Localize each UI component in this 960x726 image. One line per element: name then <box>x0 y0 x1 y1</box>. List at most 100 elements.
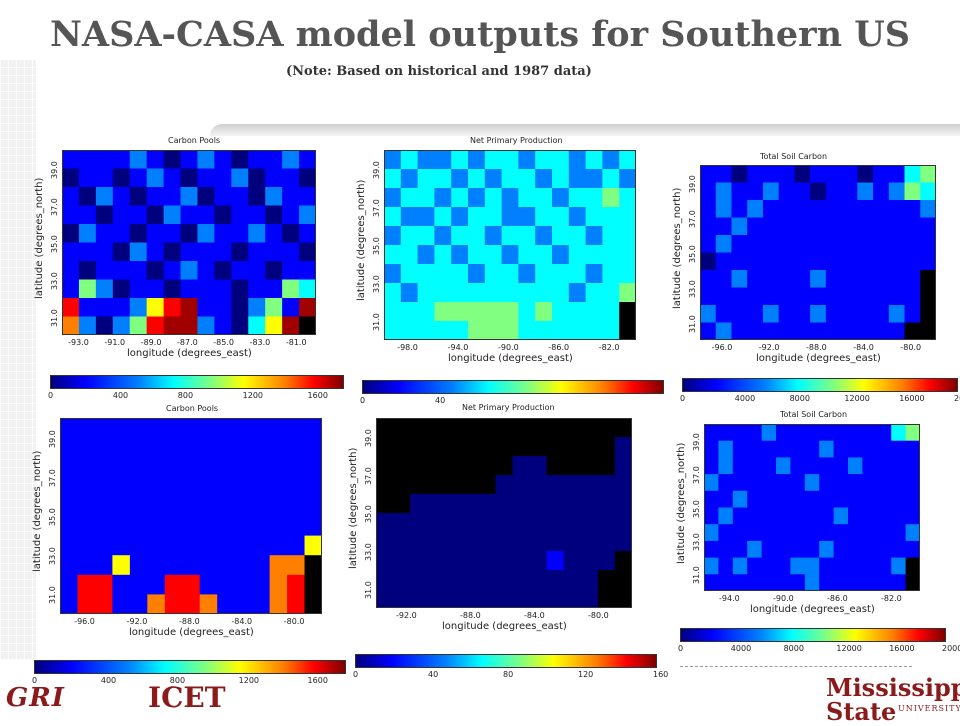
heatmap-cell <box>790 574 806 591</box>
heatmap-cell <box>891 457 907 475</box>
heatmap-cell <box>778 165 795 183</box>
heatmap-cell <box>299 298 316 317</box>
heatmap-cell <box>164 594 183 614</box>
heatmap-cell <box>147 476 166 497</box>
y-tick-label: 33.0 <box>50 271 59 290</box>
heatmap-cell <box>546 589 565 608</box>
heatmap-cell <box>580 475 599 495</box>
heatmap-cell <box>95 168 114 188</box>
heatmap-cell <box>761 507 777 525</box>
heatmap-cell <box>282 205 300 225</box>
heatmap-cell <box>376 551 394 571</box>
heatmap-cell <box>876 424 892 442</box>
heatmap-cell <box>762 305 780 323</box>
heatmap-cell <box>217 535 236 556</box>
heatmap-cell <box>393 437 411 457</box>
heatmap-plot <box>60 418 322 614</box>
heatmap-cell <box>182 457 201 478</box>
heatmap-cell <box>78 261 97 280</box>
y-tick-label: 33.0 <box>688 279 697 298</box>
heatmap-cell <box>857 305 874 323</box>
heatmap-cell <box>252 457 271 478</box>
x-tick-label: -82.0 <box>881 594 902 603</box>
heatmap-cell <box>905 540 920 559</box>
heatmap-cell <box>77 418 96 439</box>
heatmap-cell <box>873 270 890 288</box>
heatmap-cell <box>804 490 820 508</box>
heatmap-cell <box>461 475 479 495</box>
heatmap-cell <box>62 205 80 225</box>
heatmap-cell <box>790 474 806 492</box>
heatmap-cell <box>747 474 763 492</box>
heatmap-cell <box>146 168 165 188</box>
colorbar-tick-label: 800 <box>177 391 194 400</box>
heatmap-cell <box>410 475 428 495</box>
heatmap-cell <box>841 200 858 218</box>
heatmap-cell <box>804 574 820 591</box>
heatmap-cell <box>146 279 165 299</box>
heatmap-cell <box>468 321 486 340</box>
heatmap-cell <box>512 475 531 495</box>
x-axis-label: longitude (degrees_east) <box>129 627 254 638</box>
heatmap-cell <box>790 524 806 542</box>
heatmap-cell <box>501 150 519 170</box>
heatmap-cell <box>833 424 849 442</box>
heatmap-cell <box>234 555 253 576</box>
chart-title: Carbon Pools <box>166 404 219 413</box>
heatmap-cell <box>384 321 402 340</box>
heatmap-cell <box>304 535 322 556</box>
heatmap-cell <box>715 217 732 236</box>
heatmap-cell <box>287 476 306 497</box>
colorbar-tick-label: 40 <box>428 670 439 679</box>
heatmap-cell <box>417 245 435 265</box>
heatmap-cell <box>619 150 636 170</box>
heatmap-cell <box>180 298 198 317</box>
heatmap-cell <box>146 316 165 335</box>
heatmap-cell <box>269 535 288 556</box>
heatmap-cell <box>461 532 479 552</box>
heatmap-cell <box>77 574 96 595</box>
heatmap-cell <box>164 535 183 556</box>
x-tick-label: -90.0 <box>498 343 519 352</box>
heatmap-cell <box>427 589 445 608</box>
colorbar-tick-label: 1600 <box>307 676 328 685</box>
heatmap-cell <box>234 437 253 458</box>
heatmap-cell <box>920 217 936 236</box>
heatmap-cell <box>833 574 849 591</box>
heatmap-cell <box>400 150 419 170</box>
heatmap-cell <box>568 302 587 322</box>
heatmap-cell <box>529 532 548 552</box>
heatmap-cell <box>484 283 503 303</box>
heatmap-cell <box>920 270 936 288</box>
heatmap-cell <box>129 150 148 169</box>
heatmap-cell <box>146 242 165 262</box>
heatmap-cell <box>535 150 553 170</box>
heatmap-cell <box>214 187 232 206</box>
heatmap-cell <box>614 513 632 533</box>
y-tick-label: 39.0 <box>48 429 57 448</box>
heatmap-cell <box>529 418 548 438</box>
heatmap-cell <box>199 574 218 595</box>
y-tick-label: 37.0 <box>50 197 59 216</box>
heatmap-cell <box>269 496 288 517</box>
heatmap-cell <box>790 424 806 442</box>
colorbar-tick-label: 0 <box>353 670 359 679</box>
heatmap-cell <box>905 490 920 508</box>
heatmap-cell <box>129 574 148 595</box>
heatmap-cell <box>304 594 322 614</box>
y-axis-label: latitude (degrees_north) <box>32 450 43 572</box>
heatmap-cell <box>112 168 131 188</box>
heatmap-cell <box>857 182 874 201</box>
heatmap-cell <box>732 557 748 575</box>
heatmap-cell <box>112 555 131 576</box>
heatmap-cell <box>762 287 780 306</box>
heatmap-cell <box>904 305 921 323</box>
heatmap-cell <box>495 475 514 495</box>
y-tick-label: 35.0 <box>50 234 59 253</box>
heatmap-cell <box>535 207 553 227</box>
heatmap-cell <box>62 279 80 299</box>
x-axis-label: longitude (degrees_east) <box>750 604 875 615</box>
heatmap-cell <box>619 283 636 303</box>
heatmap-cell <box>400 302 419 322</box>
heatmap-cell <box>833 524 849 542</box>
